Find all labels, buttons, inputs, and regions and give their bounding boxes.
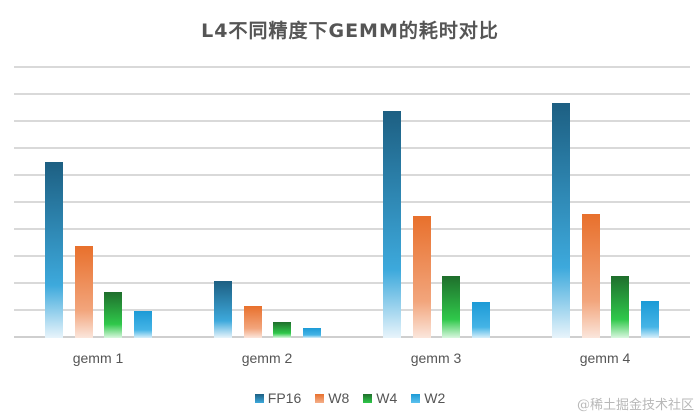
x-axis-label-gemm2: gemm 2 <box>241 350 293 366</box>
legend-item-w4[interactable]: W4 <box>363 390 397 406</box>
plot-area <box>14 66 690 338</box>
legend-item-fp16[interactable]: FP16 <box>254 390 302 406</box>
bar-gemm2-w8[interactable] <box>244 306 262 338</box>
legend-label-w2: W2 <box>424 390 446 406</box>
gridline <box>14 66 690 68</box>
bar-gemm4-fp16[interactable] <box>552 103 570 338</box>
legend-label-w8: W8 <box>328 390 350 406</box>
gridline <box>14 282 690 284</box>
bar-gemm1-w8[interactable] <box>75 246 93 338</box>
legend-swatch-w8 <box>315 393 325 403</box>
legend-item-w8[interactable]: W8 <box>315 390 349 406</box>
gridline <box>14 147 690 149</box>
bar-gemm3-w8[interactable] <box>413 216 431 338</box>
bar-gemm2-fp16[interactable] <box>214 281 232 338</box>
legend-swatch-w4 <box>363 393 373 403</box>
bar-gemm2-w2[interactable] <box>303 328 321 338</box>
legend-swatch-w2 <box>411 393 421 403</box>
x-axis-label-gemm3: gemm 3 <box>410 350 462 366</box>
gridline <box>14 174 690 176</box>
legend-swatch-fp16 <box>254 393 264 403</box>
gridline <box>14 201 690 203</box>
legend: FP16 W8 W4 W2 <box>0 390 700 406</box>
bar-gemm4-w4[interactable] <box>611 276 629 338</box>
gridline <box>14 309 690 311</box>
bar-gemm2-w4[interactable] <box>273 322 291 338</box>
watermark: @稀土掘金技术社区 <box>576 398 694 413</box>
legend-label-w4: W4 <box>376 390 398 406</box>
legend-label-fp16: FP16 <box>267 390 302 406</box>
gridline <box>14 228 690 230</box>
gridline <box>14 93 690 95</box>
x-axis-label-gemm1: gemm 1 <box>72 350 124 366</box>
bar-gemm4-w8[interactable] <box>582 214 600 338</box>
gridline <box>14 255 690 257</box>
bar-gemm1-w2[interactable] <box>134 311 152 338</box>
legend-item-w2[interactable]: W2 <box>411 390 445 406</box>
gridline <box>14 120 690 122</box>
bar-gemm1-w4[interactable] <box>104 292 122 338</box>
x-axis-baseline <box>14 336 690 338</box>
bar-gemm3-fp16[interactable] <box>383 111 401 338</box>
bar-gemm1-fp16[interactable] <box>45 162 63 338</box>
x-axis-label-gemm4: gemm 4 <box>579 350 631 366</box>
chart-title: L4不同精度下GEMM的耗时对比 <box>201 20 499 42</box>
bar-gemm3-w4[interactable] <box>442 276 460 338</box>
bar-gemm4-w2[interactable] <box>641 301 659 338</box>
bar-gemm3-w2[interactable] <box>472 302 490 338</box>
